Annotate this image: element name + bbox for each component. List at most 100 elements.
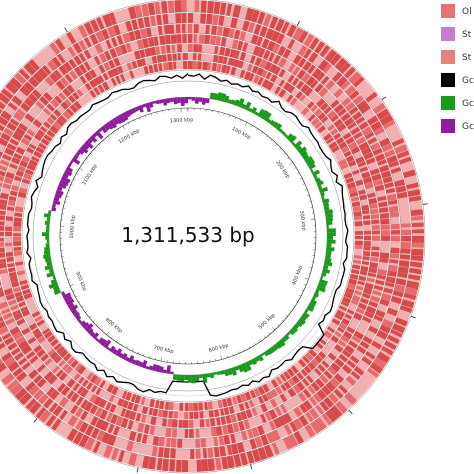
- blast-hit-segment: [21, 361, 31, 371]
- blast-hit-segment: [0, 316, 4, 322]
- gc-skew-negative-bar: [131, 359, 137, 365]
- blast-hit-segment: [363, 236, 371, 241]
- blast-hit-segment: [193, 402, 198, 411]
- blast-hit-segment: [184, 402, 188, 411]
- gc-skew-negative-bar: [138, 104, 144, 113]
- minor-tick: [300, 177, 303, 180]
- gc-skew-negative-bar: [152, 364, 158, 372]
- gc-skew-positive-bar: [306, 305, 315, 313]
- gc-skew-positive-bar: [293, 323, 300, 329]
- blast-hit-segment: [333, 388, 344, 399]
- blast-hit-segment: [411, 222, 424, 228]
- gc-skew-positive-bar: [310, 299, 318, 306]
- blast-hit-segment: [233, 454, 242, 468]
- blast-hit-segment: [242, 20, 250, 32]
- minor-tick: [144, 115, 146, 118]
- blast-hit-segment: [197, 61, 202, 70]
- blast-hit-segment: [340, 112, 351, 122]
- kbp-tick-label: 700 kbp: [153, 345, 174, 355]
- minor-tick: [307, 194, 310, 196]
- blast-hit-segment: [37, 393, 49, 405]
- blast-hit-segment: [325, 381, 336, 392]
- blast-hit-segment: [28, 322, 38, 331]
- minor-tick: [70, 184, 73, 186]
- blast-hit-segment: [399, 305, 413, 313]
- blast-hit-segment: [134, 395, 141, 404]
- blast-hit-segment: [0, 247, 5, 253]
- blast-hit-segment: [298, 415, 309, 427]
- blast-hit-segment: [95, 387, 102, 396]
- gc-skew-positive-bar: [304, 156, 314, 164]
- minor-tick: [101, 329, 104, 331]
- blast-hit-segment: [319, 45, 331, 58]
- gc-skew-positive-bar: [311, 295, 317, 301]
- blast-hit-segment: [361, 146, 372, 156]
- blast-hit-segment: [369, 362, 383, 374]
- blast-hit-segment: [360, 266, 369, 273]
- blast-hit-segment: [362, 251, 371, 257]
- blast-hit-segment: [369, 168, 380, 176]
- minor-tick: [261, 131, 263, 134]
- gc-skew-positive-bar: [46, 261, 53, 266]
- gc-skew-negative-bar: [84, 323, 94, 332]
- gc-skew-negative-bar: [205, 98, 210, 104]
- blast-hit-segment: [15, 295, 24, 303]
- blast-hit-segment: [381, 293, 392, 302]
- gc-skew-positive-bar: [209, 372, 215, 379]
- blast-hit-segment: [84, 424, 95, 437]
- gc-skew-negative-bar: [97, 337, 105, 345]
- gc-skew-positive-bar: [230, 99, 236, 105]
- blast-hit-segment: [9, 304, 19, 311]
- blast-hit-segment: [390, 229, 400, 235]
- blast-hit-segment: [297, 392, 307, 402]
- blast-hit-segment: [345, 287, 355, 295]
- blast-hit-segment: [36, 363, 46, 373]
- blast-hit-segment: [222, 27, 230, 37]
- minor-tick: [254, 343, 256, 345]
- blast-hit-segment: [379, 298, 390, 307]
- blast-hit-segment: [358, 189, 366, 195]
- blast-hit-segment: [267, 40, 276, 52]
- blast-hit-segment: [327, 110, 337, 120]
- blast-hit-segment: [204, 34, 211, 45]
- blast-hit-segment: [143, 424, 150, 434]
- blast-hit-segment: [310, 381, 321, 392]
- blast-hit-segment: [5, 216, 14, 221]
- blast-hit-segment: [22, 288, 31, 295]
- blast-hit-segment: [78, 39, 87, 51]
- gc-skew-positive-bar: [311, 169, 321, 177]
- major-tick: [70, 284, 74, 287]
- blast-hit-segment: [26, 163, 37, 171]
- gc-skew-positive-bar: [48, 282, 59, 289]
- blast-hit-segment: [356, 99, 369, 111]
- blast-hit-segment: [99, 379, 106, 389]
- blast-hit-segment: [39, 409, 52, 423]
- blast-hit-segment: [352, 206, 362, 212]
- blast-hit-segment: [12, 111, 24, 122]
- blast-hit-segment: [55, 117, 65, 127]
- blast-hit-segment: [352, 169, 360, 175]
- blast-hit-segment: [173, 411, 178, 419]
- blast-hit-segment: [0, 226, 5, 231]
- gc-skew-negative-bar: [87, 137, 94, 144]
- blast-hit-segment: [89, 404, 98, 415]
- blast-hit-segment: [351, 201, 361, 207]
- blast-hit-segment: [339, 62, 351, 74]
- blast-hit-segment: [314, 41, 326, 54]
- blast-hit-segment: [83, 401, 94, 412]
- blast-hit-segment: [70, 392, 80, 403]
- gc-skew-positive-bar: [325, 213, 333, 218]
- gc-skew-positive-bar: [283, 334, 290, 341]
- blast-hit-segment: [6, 122, 17, 132]
- blast-hit-segment: [148, 407, 154, 416]
- blast-hit-segment: [321, 116, 329, 124]
- blast-hit-segment: [211, 62, 217, 72]
- minor-tick: [238, 351, 240, 354]
- gc-skew-positive-bar: [323, 261, 333, 267]
- blast-hit-segment: [170, 438, 177, 448]
- blast-hit-segment: [273, 54, 281, 65]
- blast-hit-segment: [68, 58, 77, 69]
- blast-hit-segment: [362, 209, 370, 215]
- blast-hit-segment: [89, 19, 100, 33]
- blast-hit-segment: [58, 92, 67, 101]
